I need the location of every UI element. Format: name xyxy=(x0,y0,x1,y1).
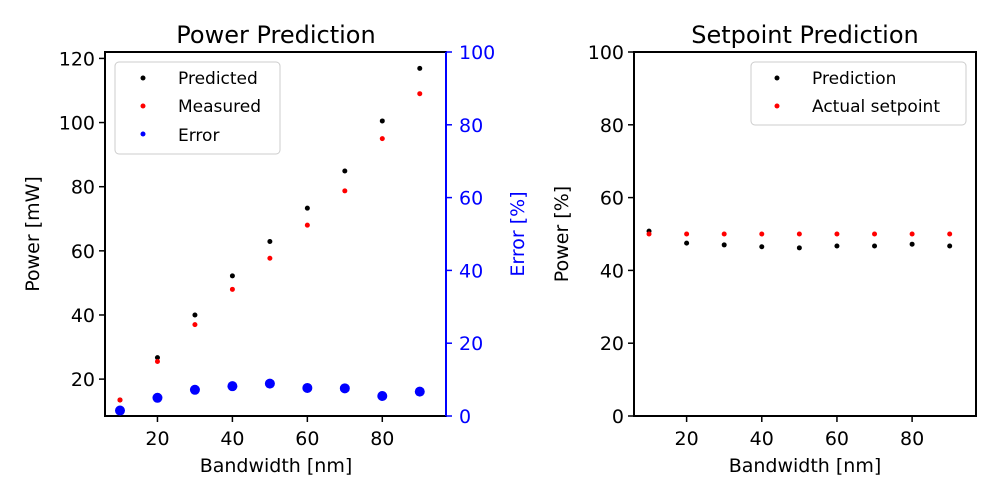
y-tick-label: 60 xyxy=(600,188,624,210)
y-tick-label: 0 xyxy=(612,406,624,428)
point-actual-setpoint xyxy=(909,231,915,237)
point-error xyxy=(152,392,163,403)
power-prediction-panel: Power Prediction Bandwidth [nm] Power [m… xyxy=(22,21,529,477)
power-prediction-ylabel: Power [mW] xyxy=(22,176,44,292)
y-tick-label: 120 xyxy=(59,48,95,70)
power-prediction-legend: Predicted Measured Error xyxy=(114,61,281,155)
point-actual-setpoint xyxy=(684,231,690,237)
power-prediction-marks xyxy=(114,65,425,416)
point-actual-setpoint xyxy=(872,231,878,237)
x-tick-label: 80 xyxy=(900,428,924,450)
x-tick-label: 40 xyxy=(750,428,774,450)
y-tick-label: 40 xyxy=(71,305,95,327)
setpoint-prediction-title: Setpoint Prediction xyxy=(691,21,918,49)
point-error xyxy=(302,382,313,393)
power-prediction-axes: 20 40 60 80 20 40 60 80 100 120 0 20 40 60 80 100 xyxy=(59,42,496,450)
point-predicted xyxy=(417,65,423,71)
setpoint-prediction-axes: 20 40 60 80 0 20 40 60 80 100 xyxy=(588,42,977,450)
point-predicted xyxy=(192,312,198,318)
point-error xyxy=(264,378,275,389)
point-actual-setpoint xyxy=(721,231,727,237)
point-predicted xyxy=(267,239,273,245)
setpoint-prediction-ylabel: Power [%] xyxy=(551,186,573,282)
y-tick-label: 60 xyxy=(71,241,95,263)
point-prediction xyxy=(909,241,915,247)
y-tick-label: 20 xyxy=(600,333,624,355)
legend-label-prediction: Prediction xyxy=(812,69,896,89)
y-tick-label: 80 xyxy=(600,115,624,137)
y2-tick-label: 0 xyxy=(459,406,471,428)
point-prediction xyxy=(684,240,690,246)
point-prediction xyxy=(872,243,878,249)
point-measured xyxy=(117,397,123,403)
legend-marker-actual-setpoint xyxy=(774,103,780,109)
y2-tick-label: 40 xyxy=(459,260,483,282)
power-prediction-y2label: Error [%] xyxy=(507,191,529,276)
point-prediction xyxy=(834,243,840,249)
legend-label-actual-setpoint: Actual setpoint xyxy=(812,97,940,117)
power-prediction-xlabel: Bandwidth [nm] xyxy=(200,455,353,477)
point-measured xyxy=(342,188,348,194)
point-prediction xyxy=(947,243,953,249)
x-tick-label: 20 xyxy=(145,428,169,450)
point-predicted xyxy=(304,205,310,211)
y2-tick-label: 80 xyxy=(459,115,483,137)
point-prediction xyxy=(721,242,727,248)
point-measured xyxy=(192,322,198,328)
point-measured xyxy=(267,255,273,261)
legend-label-measured: Measured xyxy=(178,97,261,117)
legend-label-predicted: Predicted xyxy=(178,69,258,89)
point-measured xyxy=(229,286,235,292)
power-prediction-title: Power Prediction xyxy=(176,21,375,49)
legend-box xyxy=(750,61,967,126)
y2-tick-label: 100 xyxy=(459,42,495,64)
point-actual-setpoint xyxy=(646,231,652,237)
point-measured xyxy=(417,91,423,97)
y-tick-label: 40 xyxy=(600,260,624,282)
x-tick-label: 20 xyxy=(675,428,699,450)
x-tick-label: 60 xyxy=(295,428,319,450)
x-tick-label: 40 xyxy=(220,428,244,450)
point-measured xyxy=(379,136,385,142)
point-error xyxy=(414,386,425,397)
x-tick-label: 60 xyxy=(825,428,849,450)
legend-marker-error xyxy=(140,131,146,137)
point-predicted xyxy=(229,273,235,279)
x-tick-label: 80 xyxy=(370,428,394,450)
y-tick-label: 100 xyxy=(588,42,624,64)
point-actual-setpoint xyxy=(796,231,802,237)
point-predicted xyxy=(342,168,348,174)
y2-tick-label: 20 xyxy=(459,333,483,355)
point-actual-setpoint xyxy=(834,231,840,237)
y-tick-label: 20 xyxy=(71,369,95,391)
legend-marker-prediction xyxy=(774,75,780,81)
point-error xyxy=(114,405,125,416)
point-error xyxy=(339,383,350,394)
point-error xyxy=(377,390,388,401)
point-predicted xyxy=(154,355,160,361)
point-actual-setpoint xyxy=(759,231,765,237)
setpoint-prediction-panel: Setpoint Prediction Bandwidth [nm] Power… xyxy=(551,21,977,477)
setpoint-prediction-legend: Prediction Actual setpoint xyxy=(750,61,967,126)
point-prediction xyxy=(759,244,765,250)
legend-marker-predicted xyxy=(140,75,146,81)
plot-frame xyxy=(633,51,977,417)
point-measured xyxy=(304,222,310,228)
point-predicted xyxy=(379,118,385,124)
point-measured xyxy=(154,358,160,364)
point-error xyxy=(189,384,200,395)
legend-box xyxy=(114,61,281,155)
y-tick-label: 80 xyxy=(71,177,95,199)
point-prediction xyxy=(796,245,802,251)
setpoint-prediction-marks xyxy=(646,228,953,251)
point-actual-setpoint xyxy=(947,231,953,237)
y-tick-label: 100 xyxy=(59,113,95,135)
point-error xyxy=(227,381,238,392)
legend-marker-measured xyxy=(140,103,146,109)
legend-label-error: Error xyxy=(178,126,219,146)
setpoint-prediction-xlabel: Bandwidth [nm] xyxy=(729,455,882,477)
y2-tick-label: 60 xyxy=(459,188,483,210)
